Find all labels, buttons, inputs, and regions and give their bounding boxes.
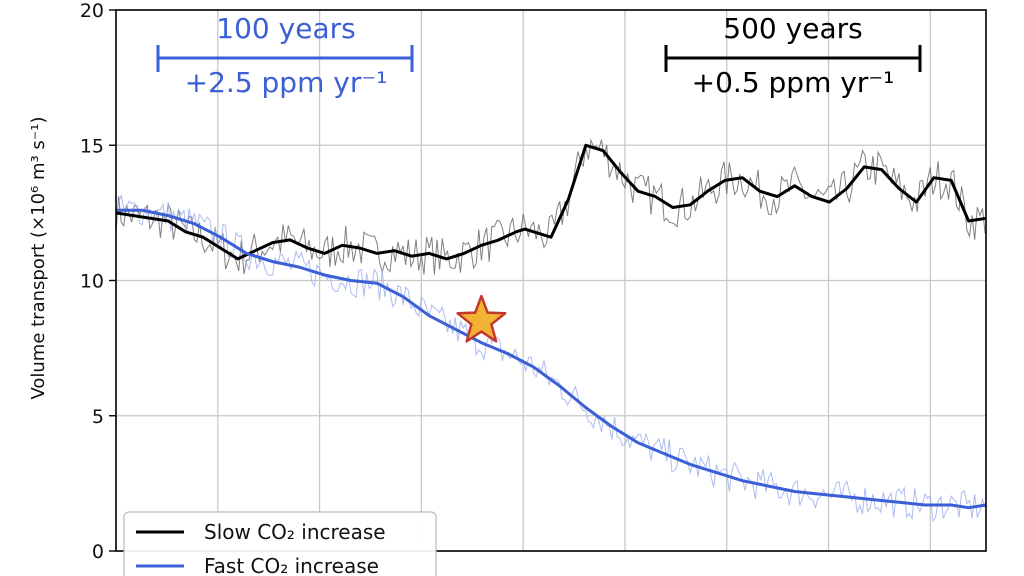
annotation-100-years-title: 100 years [216,12,355,45]
legend-label-slow: Slow CO₂ increase [204,520,386,544]
y-axis-ticks: 0 5 10 15 20 [80,0,116,563]
legend-box [123,511,437,576]
slow-co2-line [115,143,987,261]
y-axis-label: Volume transport (×10⁶ m³ s⁻¹) [28,116,49,399]
legend-label-fast: Fast CO₂ increase [204,554,379,576]
y-tick-label: 0 [92,541,104,563]
series-lines [115,138,987,523]
annotation-500-years-rate: +0.5 ppm yr⁻¹ [692,66,895,99]
fast-co2-raw-line [115,193,986,523]
y-tick-label: 15 [80,135,104,157]
annotation-500-years: 500 years +0.5 ppm yr⁻¹ [664,12,922,99]
fast-co2-line [116,208,987,510]
annotation-100-years: 100 years +2.5 ppm yr⁻¹ [156,12,414,99]
plot-frame [115,9,987,552]
y-tick-label: 5 [92,406,104,428]
y-tick-label: 20 [80,0,104,22]
y-tick-label: 10 [80,271,104,293]
star-marker [456,294,507,343]
annotation-500-years-title: 500 years [723,12,862,45]
annotation-100-years-rate: +2.5 ppm yr⁻¹ [185,66,388,99]
legend: Slow CO₂ increase Fast CO₂ increase [123,511,437,576]
